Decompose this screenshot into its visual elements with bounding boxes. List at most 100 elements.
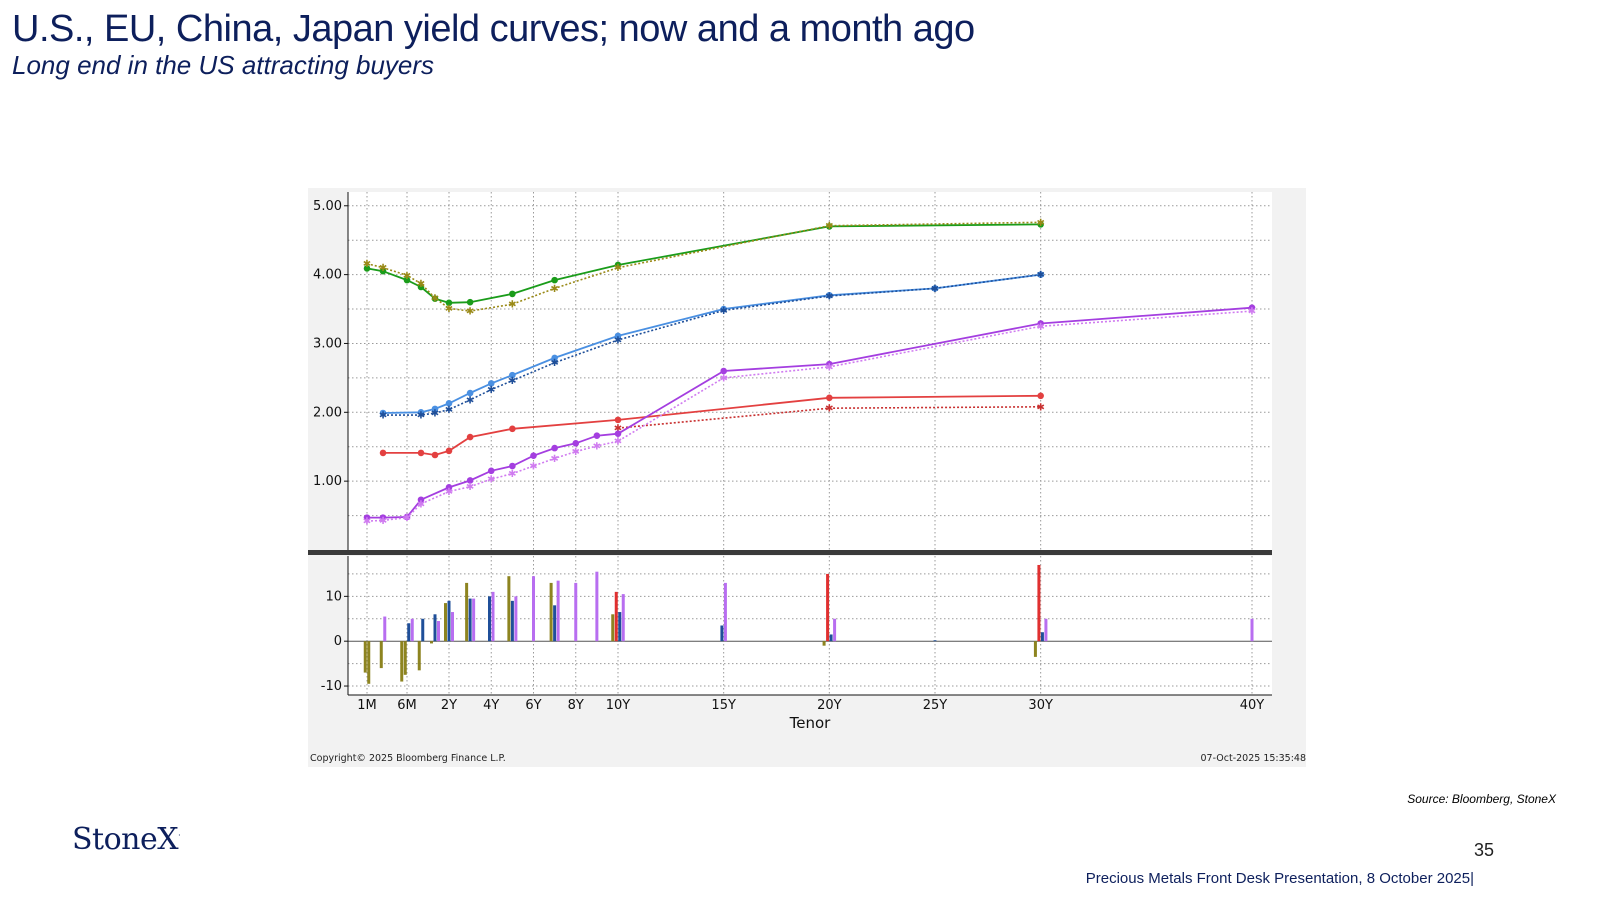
chart-svg: 1M 6M 2Y 4Y 6Y 8Y 10Y 15Y 20Y 25Y 30Y 40Y 5.00 4.00 3.…	[308, 192, 1272, 732]
series-point: ✱	[614, 263, 622, 274]
series-point: ✱	[550, 454, 558, 465]
panel-divider	[308, 550, 1272, 555]
series-point	[509, 290, 516, 298]
bar	[510, 600, 514, 642]
series-line	[366, 223, 1041, 304]
bar	[383, 616, 387, 642]
source-note: Source: Bloomberg, StoneX	[1407, 792, 1556, 806]
series-point: ✱	[403, 513, 411, 524]
series-point: ✱	[593, 442, 601, 453]
series-point	[379, 267, 387, 275]
series-point	[551, 276, 558, 284]
bar	[595, 571, 599, 642]
bottom-y-tick-label: 10	[325, 589, 342, 604]
series-point	[614, 416, 622, 424]
bar	[826, 573, 830, 642]
series-point: ✱	[417, 411, 425, 422]
top-y-tick-label: 3.00	[313, 336, 342, 351]
series-point: ✱	[529, 462, 537, 473]
series-point	[445, 484, 453, 491]
series-point	[509, 371, 516, 379]
bar	[532, 576, 535, 642]
series-point	[487, 467, 495, 475]
bar	[433, 614, 437, 642]
series-point: ✱	[466, 482, 474, 493]
series-point	[466, 298, 474, 306]
series-point: ✱	[487, 475, 495, 486]
series-point: ✱	[508, 469, 516, 480]
series-point: ✱	[417, 499, 425, 510]
bottom-y-tick-label: -10	[321, 679, 342, 694]
slide-title: U.S., EU, China, Japan yield curves; now…	[12, 8, 975, 50]
series-point	[487, 380, 495, 387]
series-point	[720, 367, 727, 375]
top-plot-area	[348, 192, 1272, 550]
series-line	[617, 406, 1041, 429]
bar	[1040, 632, 1044, 642]
x-tick-label: 8Y	[568, 698, 584, 713]
bar	[451, 612, 454, 642]
series-point: ✱	[466, 307, 474, 318]
bar	[822, 641, 826, 646]
series-point: ✱	[1036, 270, 1044, 281]
series-point: ✱	[719, 306, 727, 317]
bar	[447, 600, 451, 642]
bar	[1037, 564, 1041, 642]
series-point: ✱	[614, 437, 622, 448]
series-point	[1037, 320, 1044, 327]
series-point: ✱	[572, 447, 580, 458]
page-number: 35	[1473, 840, 1494, 860]
bar	[614, 591, 618, 642]
bar	[403, 641, 407, 675]
series-point	[363, 514, 371, 521]
x-tick-label: 6M	[397, 698, 417, 713]
bar	[363, 641, 367, 673]
series-point: ✱	[1248, 307, 1256, 318]
series-point: ✱	[614, 424, 622, 435]
bar	[407, 623, 411, 642]
series-point	[509, 462, 516, 470]
series-point	[403, 276, 411, 284]
bar	[488, 596, 491, 642]
series-point	[379, 514, 387, 521]
series-point: ✱	[1036, 218, 1044, 229]
bar	[1033, 641, 1037, 657]
series-point: ✱	[417, 279, 425, 290]
series-point	[551, 354, 558, 362]
bar	[720, 625, 724, 642]
chart-copyright: Copyright© 2025 Bloomberg Finance L.P.	[310, 753, 506, 764]
bar	[611, 614, 615, 642]
series-line	[383, 273, 1041, 416]
series-point: ✱	[466, 395, 474, 406]
series-point	[826, 360, 833, 368]
series-point: ✱	[487, 385, 495, 396]
bar	[514, 596, 518, 642]
series-point: ✱	[550, 358, 558, 369]
series-point: ✱	[379, 516, 387, 527]
x-tick-label: 1M	[357, 698, 377, 713]
top-y-tick-label: 5.00	[313, 199, 342, 214]
series-point	[614, 430, 622, 437]
bar	[1250, 618, 1254, 642]
top-y-tick-label: 1.00	[313, 474, 342, 489]
x-tick-label: 30Y	[1028, 698, 1053, 713]
series-line	[366, 221, 1041, 312]
x-tick-label: 15Y	[711, 698, 736, 713]
x-tick-label: 10Y	[606, 698, 631, 713]
bottom-plot-area	[348, 556, 1272, 695]
top-y-tick-label: 4.00	[313, 268, 342, 283]
series-point: ✱	[379, 263, 387, 274]
bar	[618, 612, 622, 642]
series-point: ✱	[825, 221, 833, 232]
yield-curve-chart: 1M 6M 2Y 4Y 6Y 8Y 10Y 15Y 20Y 25Y 30Y 40Y 5.00 4.00 3.…	[308, 188, 1306, 767]
bar	[491, 591, 495, 642]
bar	[379, 641, 383, 669]
x-tick-label: 25Y	[923, 698, 948, 713]
series-point	[445, 299, 453, 307]
bar	[507, 576, 511, 642]
series-point: ✱	[825, 404, 833, 415]
bar	[400, 641, 404, 682]
bar	[723, 582, 727, 642]
series-line	[366, 310, 1253, 522]
bar	[833, 618, 837, 642]
